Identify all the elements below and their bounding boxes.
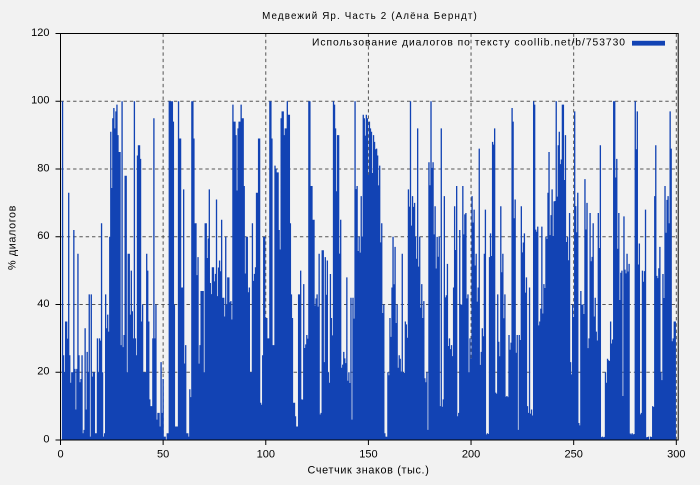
svg-text:150: 150 xyxy=(359,449,377,461)
svg-text:Счетчик знаков (тыс.): Счетчик знаков (тыс.) xyxy=(308,464,430,476)
svg-text:20: 20 xyxy=(37,366,49,378)
svg-text:100: 100 xyxy=(31,95,49,107)
svg-text:300: 300 xyxy=(667,449,685,461)
svg-text:% диалогов: % диалогов xyxy=(7,205,19,270)
svg-text:50: 50 xyxy=(157,449,169,461)
svg-text:40: 40 xyxy=(37,298,49,310)
svg-text:0: 0 xyxy=(57,449,63,461)
svg-text:0: 0 xyxy=(43,433,49,445)
svg-text:250: 250 xyxy=(565,449,583,461)
svg-text:60: 60 xyxy=(37,230,49,242)
svg-text:Использование диалогов по текс: Использование диалогов по тексту coollib… xyxy=(312,38,626,49)
svg-text:120: 120 xyxy=(31,27,49,39)
svg-text:Медвежий Яр. Часть 2 (Алёна Бе: Медвежий Яр. Часть 2 (Алёна Берндт) xyxy=(262,11,478,22)
svg-text:100: 100 xyxy=(257,449,275,461)
svg-text:80: 80 xyxy=(37,162,49,174)
svg-text:200: 200 xyxy=(462,449,480,461)
